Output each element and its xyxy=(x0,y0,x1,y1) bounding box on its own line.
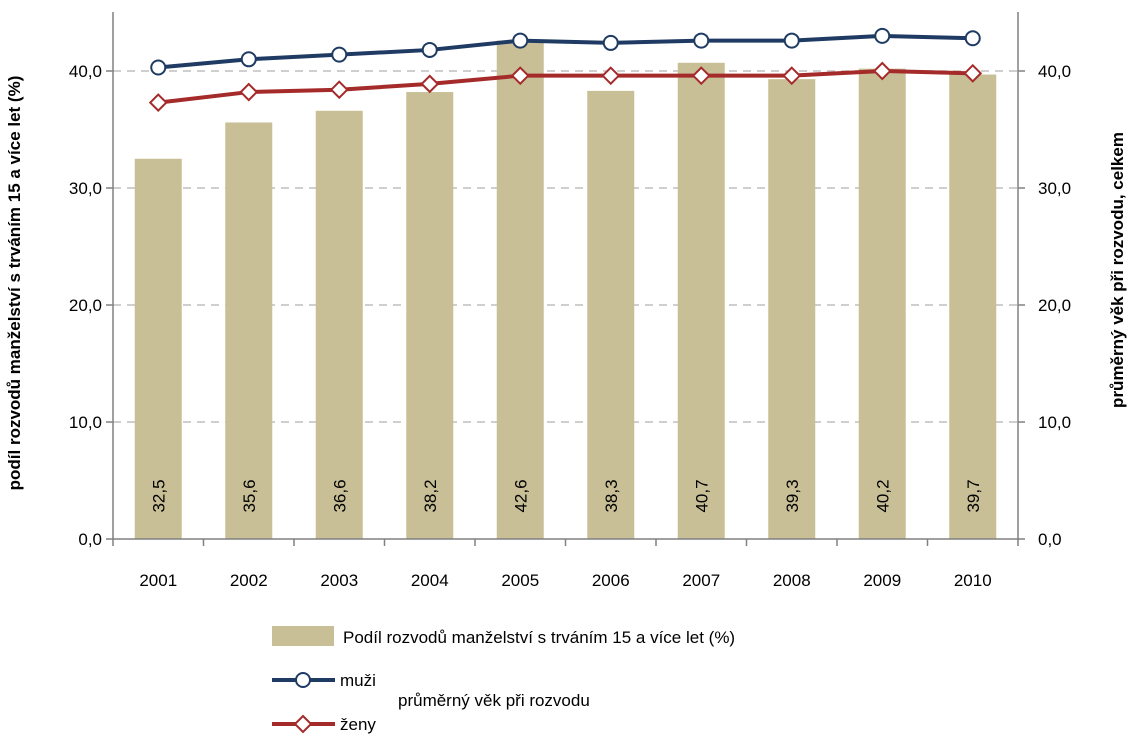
series-line-muzi xyxy=(158,33,973,70)
left-axis-title: podíl rozvodů manželství s trváním 15 a … xyxy=(5,76,24,491)
right-tick-label: 10,0 xyxy=(1038,413,1071,432)
left-tick-label: 10,0 xyxy=(69,413,102,432)
left-tick-label: 20,0 xyxy=(69,296,102,315)
line-point xyxy=(601,66,621,86)
legend-bar-swatch xyxy=(272,626,334,646)
x-tick-label: 2005 xyxy=(501,571,539,590)
right-tick-label: 30,0 xyxy=(1038,179,1071,198)
bar-data-label: 39,7 xyxy=(964,479,983,512)
gridlines xyxy=(113,70,1018,423)
line-point xyxy=(963,63,983,83)
right-axis-title: průměrný věk při rozvodu, celkem xyxy=(1108,132,1127,408)
line-point xyxy=(148,93,168,113)
line-point xyxy=(783,32,800,49)
bar xyxy=(768,79,816,539)
line-point xyxy=(964,30,981,47)
line-point xyxy=(693,32,710,49)
line-point xyxy=(420,74,440,94)
bar xyxy=(858,68,906,539)
bar-data-label: 42,6 xyxy=(511,479,530,512)
bar xyxy=(225,122,273,539)
legend: Podíl rozvodů manželství s trváním 15 a … xyxy=(272,626,735,734)
line-point xyxy=(512,32,529,49)
line-point xyxy=(510,66,530,86)
bar xyxy=(496,40,544,539)
line-point xyxy=(331,46,348,63)
x-tick-label: 2001 xyxy=(139,571,177,590)
line-point xyxy=(691,66,711,86)
left-tick-label: 0,0 xyxy=(78,530,102,549)
left-tick-label: 30,0 xyxy=(69,179,102,198)
bar-data-label: 38,2 xyxy=(421,479,440,512)
bar-data-label: 32,5 xyxy=(149,479,168,512)
right-tick-label: 20,0 xyxy=(1038,296,1071,315)
line-point xyxy=(240,51,257,68)
bar xyxy=(406,92,454,539)
bar xyxy=(587,90,635,539)
bar-data-label: 40,7 xyxy=(692,479,711,512)
legend-muzi-marker xyxy=(272,672,335,688)
bar xyxy=(949,74,997,539)
x-tick-label: 2008 xyxy=(773,571,811,590)
bar-data-label: 35,6 xyxy=(240,479,259,512)
right-tick-label: 0,0 xyxy=(1038,530,1062,549)
line-point xyxy=(874,27,891,44)
left-tick-label: 40,0 xyxy=(69,62,102,81)
line-point xyxy=(421,41,438,58)
x-tick-label: 2007 xyxy=(682,571,720,590)
bar-data-label: 36,6 xyxy=(330,479,349,512)
right-tick-label: 40,0 xyxy=(1038,62,1071,81)
series-line-zeny xyxy=(158,69,973,105)
legend-zeny-label: ženy xyxy=(340,715,376,734)
line-point xyxy=(602,34,619,51)
x-tick-label: 2010 xyxy=(954,571,992,590)
bar xyxy=(677,62,725,540)
bar xyxy=(315,110,363,539)
legend-bar-label: Podíl rozvodů manželství s trváním 15 a … xyxy=(343,628,735,647)
bar-data-label: 38,3 xyxy=(602,479,621,512)
line-point xyxy=(150,59,167,76)
bar xyxy=(134,158,182,539)
axes: 0,0 0,0 10,0 10,0 20,0 20,0 30,0 30,0 40,0 40,0 20… xyxy=(69,12,1071,590)
bar-data-label: 40,2 xyxy=(873,479,892,512)
x-tick-label: 2009 xyxy=(863,571,901,590)
legend-zeny-marker xyxy=(272,714,335,734)
line-point xyxy=(872,61,892,81)
line-series xyxy=(148,27,983,113)
line-point xyxy=(329,80,349,100)
legend-line-group-label: průměrný věk při rozvodu xyxy=(398,691,590,710)
x-tick-label: 2003 xyxy=(320,571,358,590)
line-point xyxy=(782,66,802,86)
x-tick-label: 2004 xyxy=(411,571,449,590)
bar-series xyxy=(134,40,997,540)
x-tick-label: 2002 xyxy=(230,571,268,590)
line-point xyxy=(239,82,259,102)
bar-data-labels: 32,5 35,6 36,6 38,2 42,6 38,3 40,7 39,3 40,2 39,7 xyxy=(149,479,983,512)
x-tick-label: 2006 xyxy=(592,571,630,590)
bar-data-label: 39,3 xyxy=(783,479,802,512)
legend-muzi-label: muži xyxy=(340,671,376,690)
